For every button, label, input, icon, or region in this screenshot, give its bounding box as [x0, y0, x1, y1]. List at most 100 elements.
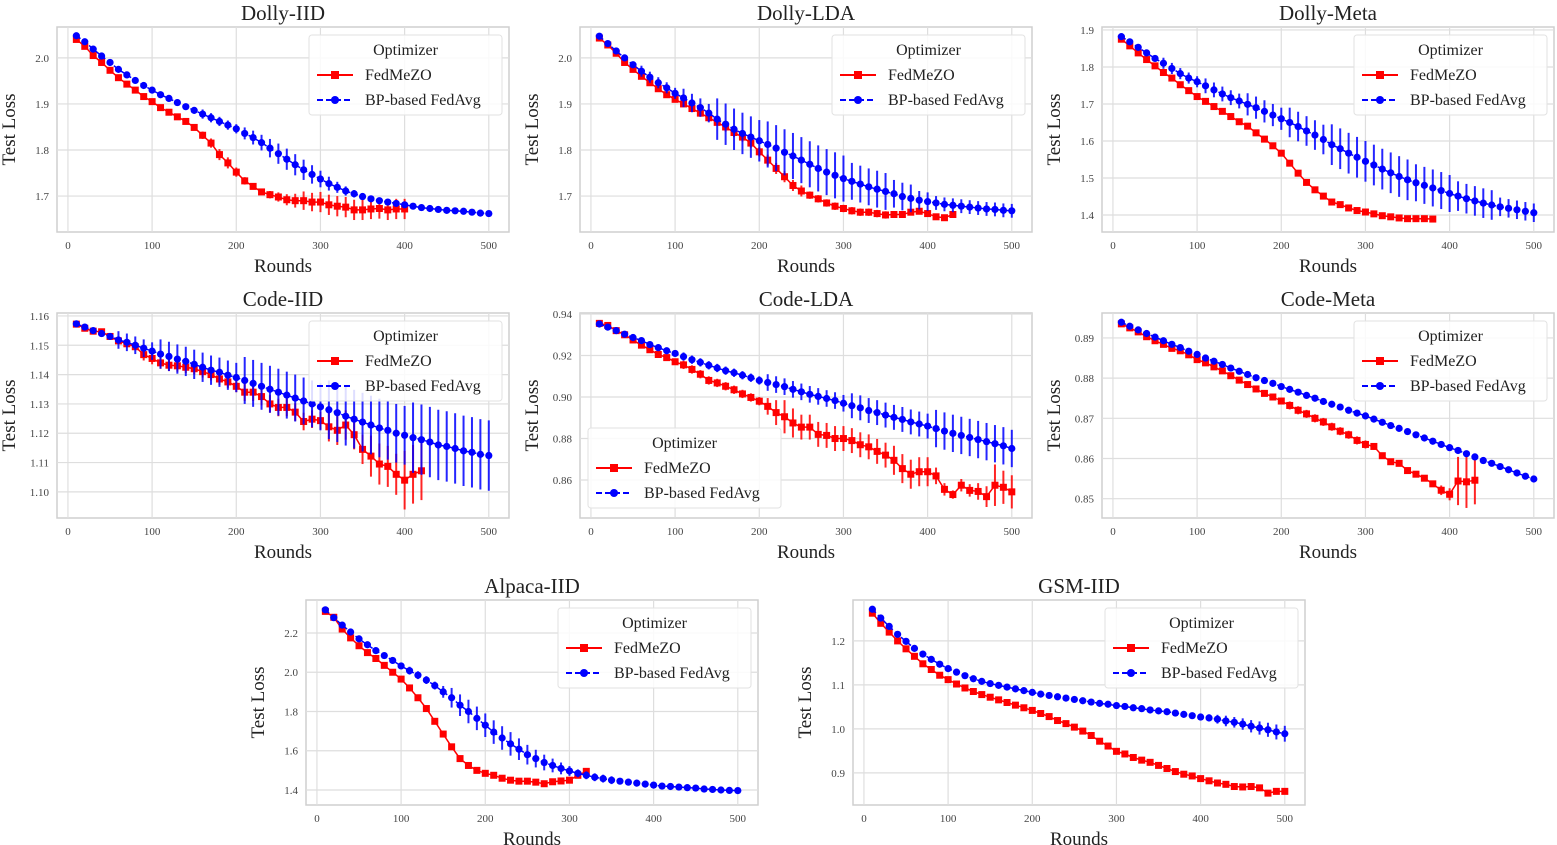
data-point — [1244, 100, 1252, 108]
x-tick-label: 100 — [940, 813, 957, 825]
data-point — [1412, 431, 1420, 439]
data-point — [1403, 176, 1412, 184]
data-point — [333, 202, 341, 210]
data-point — [140, 344, 148, 352]
y-tick-label: 1.12 — [30, 428, 49, 440]
y-axis-label: Test Loss — [522, 93, 543, 165]
legend-square-marker-icon — [580, 644, 588, 652]
data-point — [986, 679, 994, 688]
data-point — [1260, 107, 1269, 115]
data-point — [405, 667, 414, 675]
data-point — [283, 155, 291, 163]
data-point — [372, 647, 380, 655]
data-point — [944, 676, 952, 684]
data-point — [957, 431, 965, 440]
data-point — [333, 409, 341, 417]
data-point — [1404, 215, 1412, 223]
data-point — [717, 786, 725, 794]
data-point — [873, 447, 881, 455]
data-point — [1146, 706, 1154, 714]
data-point — [658, 782, 666, 790]
legend-item-fedmezo: FedMeZO — [1362, 67, 1477, 84]
data-point — [1020, 687, 1028, 695]
data-point — [654, 344, 662, 352]
data-point — [1008, 207, 1016, 215]
data-point — [868, 609, 876, 617]
data-point — [789, 419, 797, 427]
y-tick-label: 0.94 — [553, 309, 573, 321]
legend-item-fedmezo: FedMeZO — [1362, 353, 1477, 370]
data-point — [966, 486, 974, 494]
data-point — [1412, 470, 1420, 478]
data-point — [372, 654, 380, 662]
y-tick-label: 0.88 — [1075, 373, 1095, 385]
legend-label: BP-based FedAvg — [1161, 665, 1277, 682]
y-tick-label: 0.89 — [1075, 333, 1095, 345]
data-point — [190, 106, 198, 114]
data-point — [232, 168, 240, 176]
data-point — [1168, 74, 1176, 82]
legend-box — [557, 607, 752, 689]
data-point — [915, 207, 923, 215]
data-point — [873, 210, 881, 218]
legend-box — [308, 320, 503, 402]
data-point — [397, 675, 405, 683]
legend-label: BP-based FedAvg — [1410, 92, 1526, 109]
data-point — [629, 65, 637, 73]
data-point — [1378, 212, 1386, 220]
data-point — [949, 429, 957, 437]
y-tick-label: 1.10 — [30, 487, 50, 499]
data-point — [1328, 400, 1336, 408]
data-point — [671, 95, 679, 103]
data-point — [414, 671, 422, 679]
data-point — [241, 129, 249, 138]
data-point — [1281, 730, 1289, 738]
data-point — [414, 694, 422, 702]
data-point — [705, 109, 713, 117]
chart-title: Dolly-LDA — [757, 1, 856, 25]
data-point — [730, 386, 738, 394]
data-point — [738, 371, 747, 379]
data-point — [190, 123, 198, 131]
chart-title: Alpaca-IID — [484, 574, 580, 598]
data-point — [401, 431, 409, 439]
data-point — [999, 442, 1007, 450]
legend-box — [831, 34, 1026, 116]
data-point — [612, 47, 620, 55]
data-point — [671, 358, 679, 366]
y-tick-label: 1.7 — [1080, 99, 1094, 111]
data-point — [873, 185, 881, 193]
data-point — [1252, 385, 1260, 393]
data-point — [485, 209, 493, 218]
data-point — [856, 208, 864, 216]
legend-label: FedMeZO — [365, 67, 432, 84]
data-point — [1003, 683, 1011, 691]
y-tick-label: 1.16 — [30, 311, 50, 323]
data-point — [663, 354, 671, 362]
data-point — [882, 451, 890, 459]
data-point — [629, 61, 637, 69]
x-tick-label: 0 — [314, 813, 320, 825]
data-point — [1003, 699, 1011, 706]
x-tick-label: 400 — [1441, 240, 1458, 252]
data-point — [898, 192, 906, 201]
data-point — [961, 684, 969, 692]
data-point — [375, 205, 383, 213]
data-point — [165, 94, 173, 103]
data-point — [902, 637, 910, 645]
data-point — [249, 133, 257, 142]
data-point — [907, 418, 915, 426]
data-point — [431, 681, 439, 690]
data-point — [342, 412, 350, 420]
data-point — [549, 761, 557, 770]
data-point — [1420, 215, 1428, 223]
data-point — [347, 634, 355, 642]
data-point — [1185, 87, 1193, 95]
data-point — [713, 379, 721, 387]
legend-item-fedmezo: FedMeZO — [317, 67, 432, 84]
legend-circle-marker-icon — [1127, 669, 1135, 677]
data-point — [439, 730, 447, 738]
data-point — [865, 406, 873, 415]
data-point — [898, 415, 906, 424]
data-point — [806, 191, 814, 199]
